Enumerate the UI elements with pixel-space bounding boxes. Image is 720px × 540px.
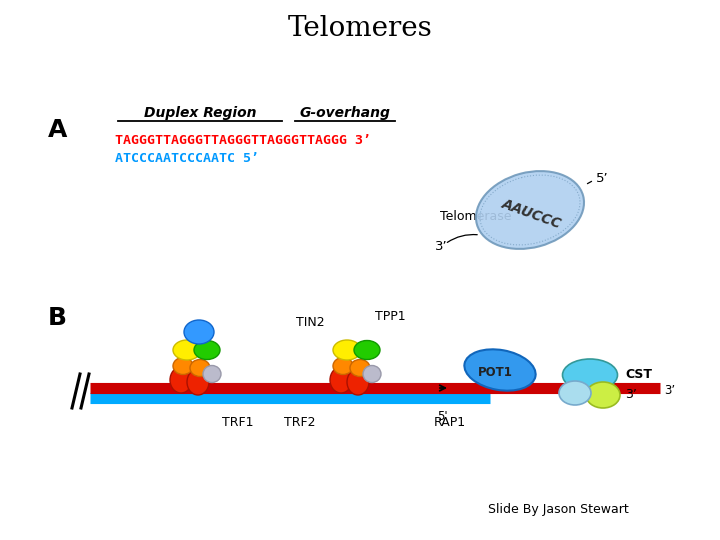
Text: G-overhang: G-overhang [300, 106, 390, 120]
Text: Slide By Jason Stewart: Slide By Jason Stewart [487, 503, 629, 516]
Ellipse shape [203, 366, 221, 382]
Text: 3’: 3’ [435, 240, 448, 253]
Text: POT1: POT1 [477, 367, 513, 380]
Ellipse shape [559, 381, 591, 405]
Ellipse shape [194, 341, 220, 360]
Text: Duplex Region: Duplex Region [144, 106, 256, 120]
Text: 3’: 3’ [664, 384, 675, 397]
Ellipse shape [562, 359, 618, 391]
Text: Telomeres: Telomeres [287, 15, 433, 42]
Ellipse shape [464, 349, 536, 390]
Ellipse shape [184, 320, 214, 344]
Ellipse shape [586, 382, 620, 408]
Text: AAUCCC: AAUCCC [500, 197, 564, 231]
Text: A: A [48, 118, 68, 142]
Text: TRF2: TRF2 [284, 416, 316, 429]
Ellipse shape [173, 357, 193, 375]
Ellipse shape [190, 360, 210, 376]
Ellipse shape [333, 357, 353, 375]
Text: 5': 5' [437, 410, 447, 423]
Ellipse shape [170, 367, 192, 393]
Text: TRF1: TRF1 [222, 416, 253, 429]
Ellipse shape [187, 369, 209, 395]
Text: 5’: 5’ [596, 172, 608, 185]
Text: TAGGGTTAGGGTTAGGGTTAGGGTTAGGG 3’: TAGGGTTAGGGTTAGGGTTAGGGTTAGGG 3’ [115, 133, 371, 146]
Text: Telomerase: Telomerase [440, 211, 511, 224]
Text: ATCCCAATCCCAATC 5’: ATCCCAATCCCAATC 5’ [115, 152, 259, 165]
Ellipse shape [363, 366, 381, 382]
Text: CST: CST [625, 368, 652, 381]
Ellipse shape [173, 340, 201, 360]
Ellipse shape [347, 369, 369, 395]
Text: TIN2: TIN2 [296, 315, 324, 328]
Text: RAP1: RAP1 [434, 416, 466, 429]
Text: TPP1: TPP1 [374, 309, 405, 322]
Text: B: B [48, 306, 67, 330]
Ellipse shape [354, 341, 380, 360]
Ellipse shape [476, 171, 584, 249]
Ellipse shape [333, 340, 361, 360]
Ellipse shape [350, 360, 370, 376]
Ellipse shape [330, 367, 352, 393]
Text: 3’: 3’ [625, 388, 637, 402]
